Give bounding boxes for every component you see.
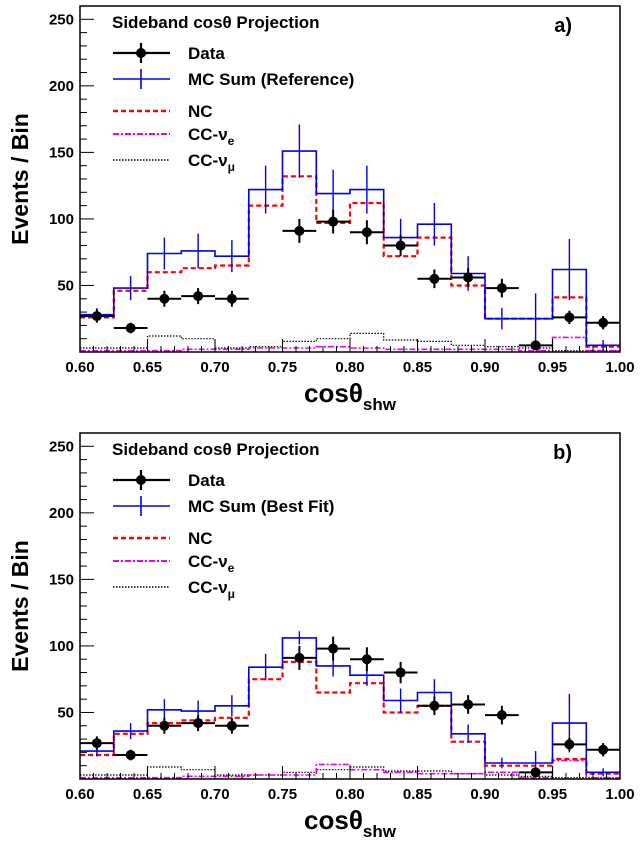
x-axis-title: cosθshw (304, 805, 397, 841)
legend-label-mc: MC Sum (Best Fit) (188, 497, 334, 516)
data-point (125, 750, 136, 761)
series-mc-histogram (80, 150, 620, 347)
x-tick-label: 0.80 (335, 359, 364, 376)
data-point (530, 340, 541, 351)
data-point (564, 312, 575, 323)
x-tick-label: 0.75 (268, 359, 297, 376)
data-point (159, 720, 170, 731)
x-tick-label: 0.65 (133, 359, 162, 376)
data-point (91, 311, 102, 322)
x-tick-label: 0.85 (403, 786, 432, 803)
legend-label-data: Data (188, 44, 225, 63)
series-mc-histogram (80, 637, 620, 774)
series-nc-histogram (80, 175, 620, 348)
legend-label-cce: CC-νe (188, 552, 235, 575)
data-point (395, 667, 406, 678)
legend-label-ccmu: CC-νμ (188, 151, 235, 174)
data-point (361, 654, 372, 665)
x-axis-title-main: cosθ (304, 378, 363, 408)
legend: Sideband cosθ Projection Data MC Sum (Refe… (112, 13, 354, 174)
x-tick-label: 0.65 (133, 786, 162, 803)
x-tick-label: 0.90 (470, 786, 499, 803)
data-point (159, 293, 170, 304)
plot-area (80, 124, 620, 352)
data-point (496, 710, 507, 721)
data-point (429, 700, 440, 711)
data-point (294, 652, 305, 663)
legend-title: Sideband cosθ Projection (112, 13, 320, 32)
y-tick-label: 50 (57, 277, 74, 294)
data-point (328, 216, 339, 227)
x-tick-label: 0.70 (200, 359, 229, 376)
legend-label-mc: MC Sum (Reference) (188, 70, 354, 89)
data-point (530, 767, 541, 778)
x-tick-label: 1.00 (605, 786, 634, 803)
data-point (564, 739, 575, 750)
y-tick-label: 100 (49, 638, 74, 655)
y-tick-label: 200 (49, 505, 74, 522)
y-tick-label: 150 (49, 144, 74, 161)
y-tick-label: 150 (49, 571, 74, 588)
x-tick-label: 1.00 (605, 359, 634, 376)
data-point (361, 227, 372, 238)
data-point (429, 273, 440, 284)
y-tick-label: 250 (49, 438, 74, 455)
series-cce-histogram (80, 759, 620, 779)
series-nc-histogram (80, 660, 620, 775)
data-point (91, 738, 102, 749)
y-axis-title: Events / Bin (7, 540, 33, 672)
data-point (395, 240, 406, 251)
x-tick-label: 0.60 (65, 359, 94, 376)
data-point (463, 272, 474, 283)
x-axis-title-sub: shw (363, 395, 397, 414)
x-tick-label: 0.70 (200, 786, 229, 803)
panel-b: 0.60 0.65 0.70 0.75 0.80 0.85 0.90 0.95 1.00 50 10… (7, 432, 635, 841)
y-tick-label: 100 (49, 211, 74, 228)
data-point (598, 317, 609, 328)
panel-label: a) (554, 15, 572, 37)
data-point (125, 323, 136, 334)
data-point (463, 699, 474, 710)
data-point (226, 293, 237, 304)
legend-swatch-data-marker (136, 475, 146, 485)
x-axis-title-sub: shw (363, 822, 397, 841)
x-tick-label: 0.95 (538, 786, 567, 803)
x-axis-title: cosθshw (304, 378, 397, 414)
legend-label-ccmu: CC-νμ (188, 578, 235, 601)
series-ccmu-histogram (80, 766, 620, 779)
y-tick-label: 50 (57, 704, 74, 721)
data-point (328, 643, 339, 654)
panel-label: b) (553, 442, 572, 464)
x-tick-label: 0.85 (403, 359, 432, 376)
legend-title: Sideband cosθ Projection (112, 440, 320, 459)
plot-area (80, 631, 620, 779)
legend-label-data: Data (188, 471, 225, 490)
panel-a: 0.60 0.65 0.70 0.75 0.80 0.85 0.90 0.95 1.00 50 10… (7, 5, 635, 414)
data-point (294, 225, 305, 236)
x-tick-label: 0.60 (65, 786, 94, 803)
legend-swatch-data-marker (136, 48, 146, 58)
x-tick-label: 0.90 (470, 359, 499, 376)
x-tick-label: 0.95 (538, 359, 567, 376)
data-point (598, 744, 609, 755)
y-tick-label: 200 (49, 78, 74, 95)
y-tick-label: 250 (49, 11, 74, 28)
data-point (193, 718, 204, 729)
legend-label-cce: CC-νe (188, 125, 235, 148)
x-axis-title-main: cosθ (304, 805, 363, 835)
y-axis-title: Events / Bin (7, 113, 33, 245)
legend-label-nc: NC (188, 102, 213, 121)
x-tick-label: 0.75 (268, 786, 297, 803)
legend-label-nc: NC (188, 529, 213, 548)
legend: Sideband cosθ Projection Data MC Sum (Best… (112, 440, 334, 601)
data-point (226, 720, 237, 731)
x-tick-label: 0.80 (335, 786, 364, 803)
data-point (193, 291, 204, 302)
data-point (496, 283, 507, 294)
